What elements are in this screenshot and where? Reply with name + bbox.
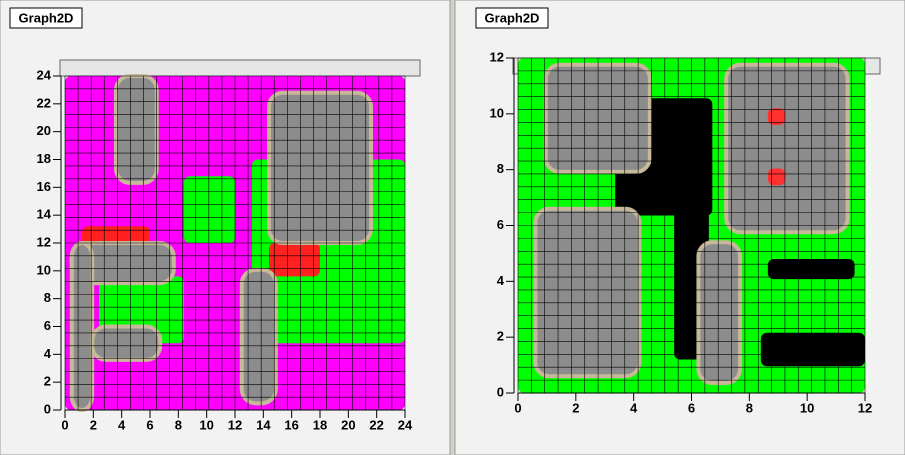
y-tick-label: 0 (44, 401, 51, 416)
x-tick-label: 22 (369, 417, 383, 432)
x-tick-label: 12 (858, 400, 872, 415)
y-tick-label: 10 (490, 105, 504, 120)
y-tick-label: 6 (497, 217, 504, 232)
y-tick-label: 4 (44, 346, 52, 361)
surface-patch (768, 259, 855, 279)
x-tick-label: 2 (90, 417, 97, 432)
y-tick-label: 12 (37, 234, 51, 249)
y-tick-label: 0 (497, 384, 504, 399)
y-tick-label: 8 (44, 290, 51, 305)
x-tick-label: 14 (256, 417, 271, 432)
surface-patch (184, 176, 235, 243)
x-tick-label: 12 (228, 417, 242, 432)
surface-patch (761, 333, 865, 367)
x-tick-label: 8 (175, 417, 182, 432)
y-tick-label: 8 (497, 161, 504, 176)
x-tick-label: 24 (398, 417, 413, 432)
y-tick-label: 12 (490, 49, 504, 64)
x-tick-label: 0 (514, 400, 521, 415)
y-tick-label: 16 (37, 179, 51, 194)
frame-top (60, 60, 420, 76)
surface-patch (242, 270, 276, 404)
chart-title: Graph2D (485, 10, 540, 25)
y-tick-label: 10 (37, 262, 51, 277)
y-tick-label: 6 (44, 318, 51, 333)
page: 0246810121416182022240246810121416182022… (0, 0, 905, 455)
x-tick-label: 16 (284, 417, 298, 432)
x-tick-label: 4 (118, 417, 126, 432)
y-tick-label: 14 (37, 207, 52, 222)
x-tick-label: 10 (800, 400, 814, 415)
surface-patch (269, 93, 371, 243)
y-tick-label: 24 (37, 67, 52, 82)
y-tick-label: 2 (497, 329, 504, 344)
surface-patch (535, 209, 639, 377)
surface-patch (768, 169, 785, 186)
x-tick-label: 6 (688, 400, 695, 415)
chart: 0 2 4 6 8 10 12 0 2 4 6 8 10 12 Graph2D (476, 8, 880, 415)
x-tick-label: 4 (630, 400, 638, 415)
surface-patch (269, 243, 320, 276)
surface-patch (92, 327, 160, 360)
x-tick-label: 20 (341, 417, 355, 432)
surface-patch (72, 243, 92, 410)
x-tick-label: 0 (61, 417, 68, 432)
surface-patch (116, 76, 157, 183)
chart-title: Graph2D (19, 10, 74, 25)
x-tick-label: 18 (313, 417, 327, 432)
y-tick-label: 18 (37, 151, 51, 166)
screenshot: 0246810121416182022240246810121416182022… (0, 0, 905, 455)
x-tick-label: 6 (146, 417, 153, 432)
x-tick-label: 10 (199, 417, 213, 432)
y-tick-label: 20 (37, 123, 51, 138)
y-tick-label: 4 (497, 273, 505, 288)
x-tick-label: 2 (572, 400, 579, 415)
y-tick-label: 22 (37, 95, 51, 110)
y-tick-label: 2 (44, 374, 51, 389)
x-tick-label: 8 (746, 400, 753, 415)
